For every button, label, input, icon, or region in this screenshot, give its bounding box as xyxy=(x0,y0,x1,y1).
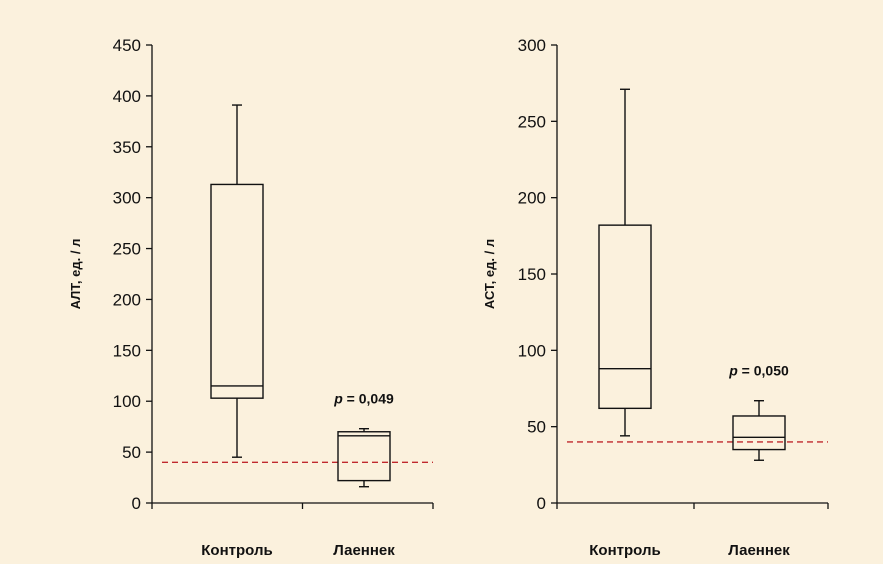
y-tick-label: 50 xyxy=(122,443,141,462)
y-tick-label: 50 xyxy=(527,418,546,437)
y-tick-label: 300 xyxy=(518,36,546,55)
p-symbol: p xyxy=(333,391,343,407)
y-tick-label: 400 xyxy=(113,87,141,106)
y-tick-label: 250 xyxy=(518,112,546,131)
interquartile-box xyxy=(732,415,786,451)
y-axis-title: АСТ, ед. / л xyxy=(482,239,497,309)
p-value-annotation: p = 0,049 xyxy=(333,391,394,407)
p-value-text: = 0,050 xyxy=(738,363,789,379)
box-control xyxy=(598,88,652,437)
box-laennec xyxy=(337,428,391,488)
y-tick-label: 300 xyxy=(113,189,141,208)
y-tick-label: 100 xyxy=(113,392,141,411)
alt-chart: 0 50 100 150 200 250 300 350 400 450 АЛТ, ед. / л К… xyxy=(68,36,434,559)
category-label: Лаеннек xyxy=(728,542,790,559)
y-tick-label: 250 xyxy=(113,240,141,259)
y-tick-label: 200 xyxy=(113,290,141,309)
ast-chart: 0 50 100 150 200 250 300 АСТ, ед. / л Контроль Ла… xyxy=(482,36,829,559)
interquartile-box xyxy=(598,224,652,410)
y-tick-label: 0 xyxy=(537,494,546,513)
box-laennec xyxy=(732,400,786,461)
p-value-annotation: p = 0,050 xyxy=(728,363,789,379)
p-value-text: = 0,049 xyxy=(343,391,394,407)
p-symbol: p xyxy=(728,363,738,379)
category-label: Контроль xyxy=(589,542,660,559)
y-axis-title: АЛТ, ед. / л xyxy=(68,239,83,310)
category-label: Контроль xyxy=(201,542,272,559)
interquartile-box xyxy=(337,431,391,482)
interquartile-box xyxy=(210,183,264,399)
y-tick-label: 0 xyxy=(132,494,141,513)
y-tick-label: 450 xyxy=(113,36,141,55)
box-control xyxy=(210,104,264,458)
y-tick-label: 200 xyxy=(518,189,546,208)
category-label: Лаеннек xyxy=(333,542,395,559)
y-tick-label: 150 xyxy=(518,265,546,284)
y-tick-label: 100 xyxy=(518,341,546,360)
y-tick-label: 150 xyxy=(113,341,141,360)
y-tick-label: 350 xyxy=(113,138,141,157)
